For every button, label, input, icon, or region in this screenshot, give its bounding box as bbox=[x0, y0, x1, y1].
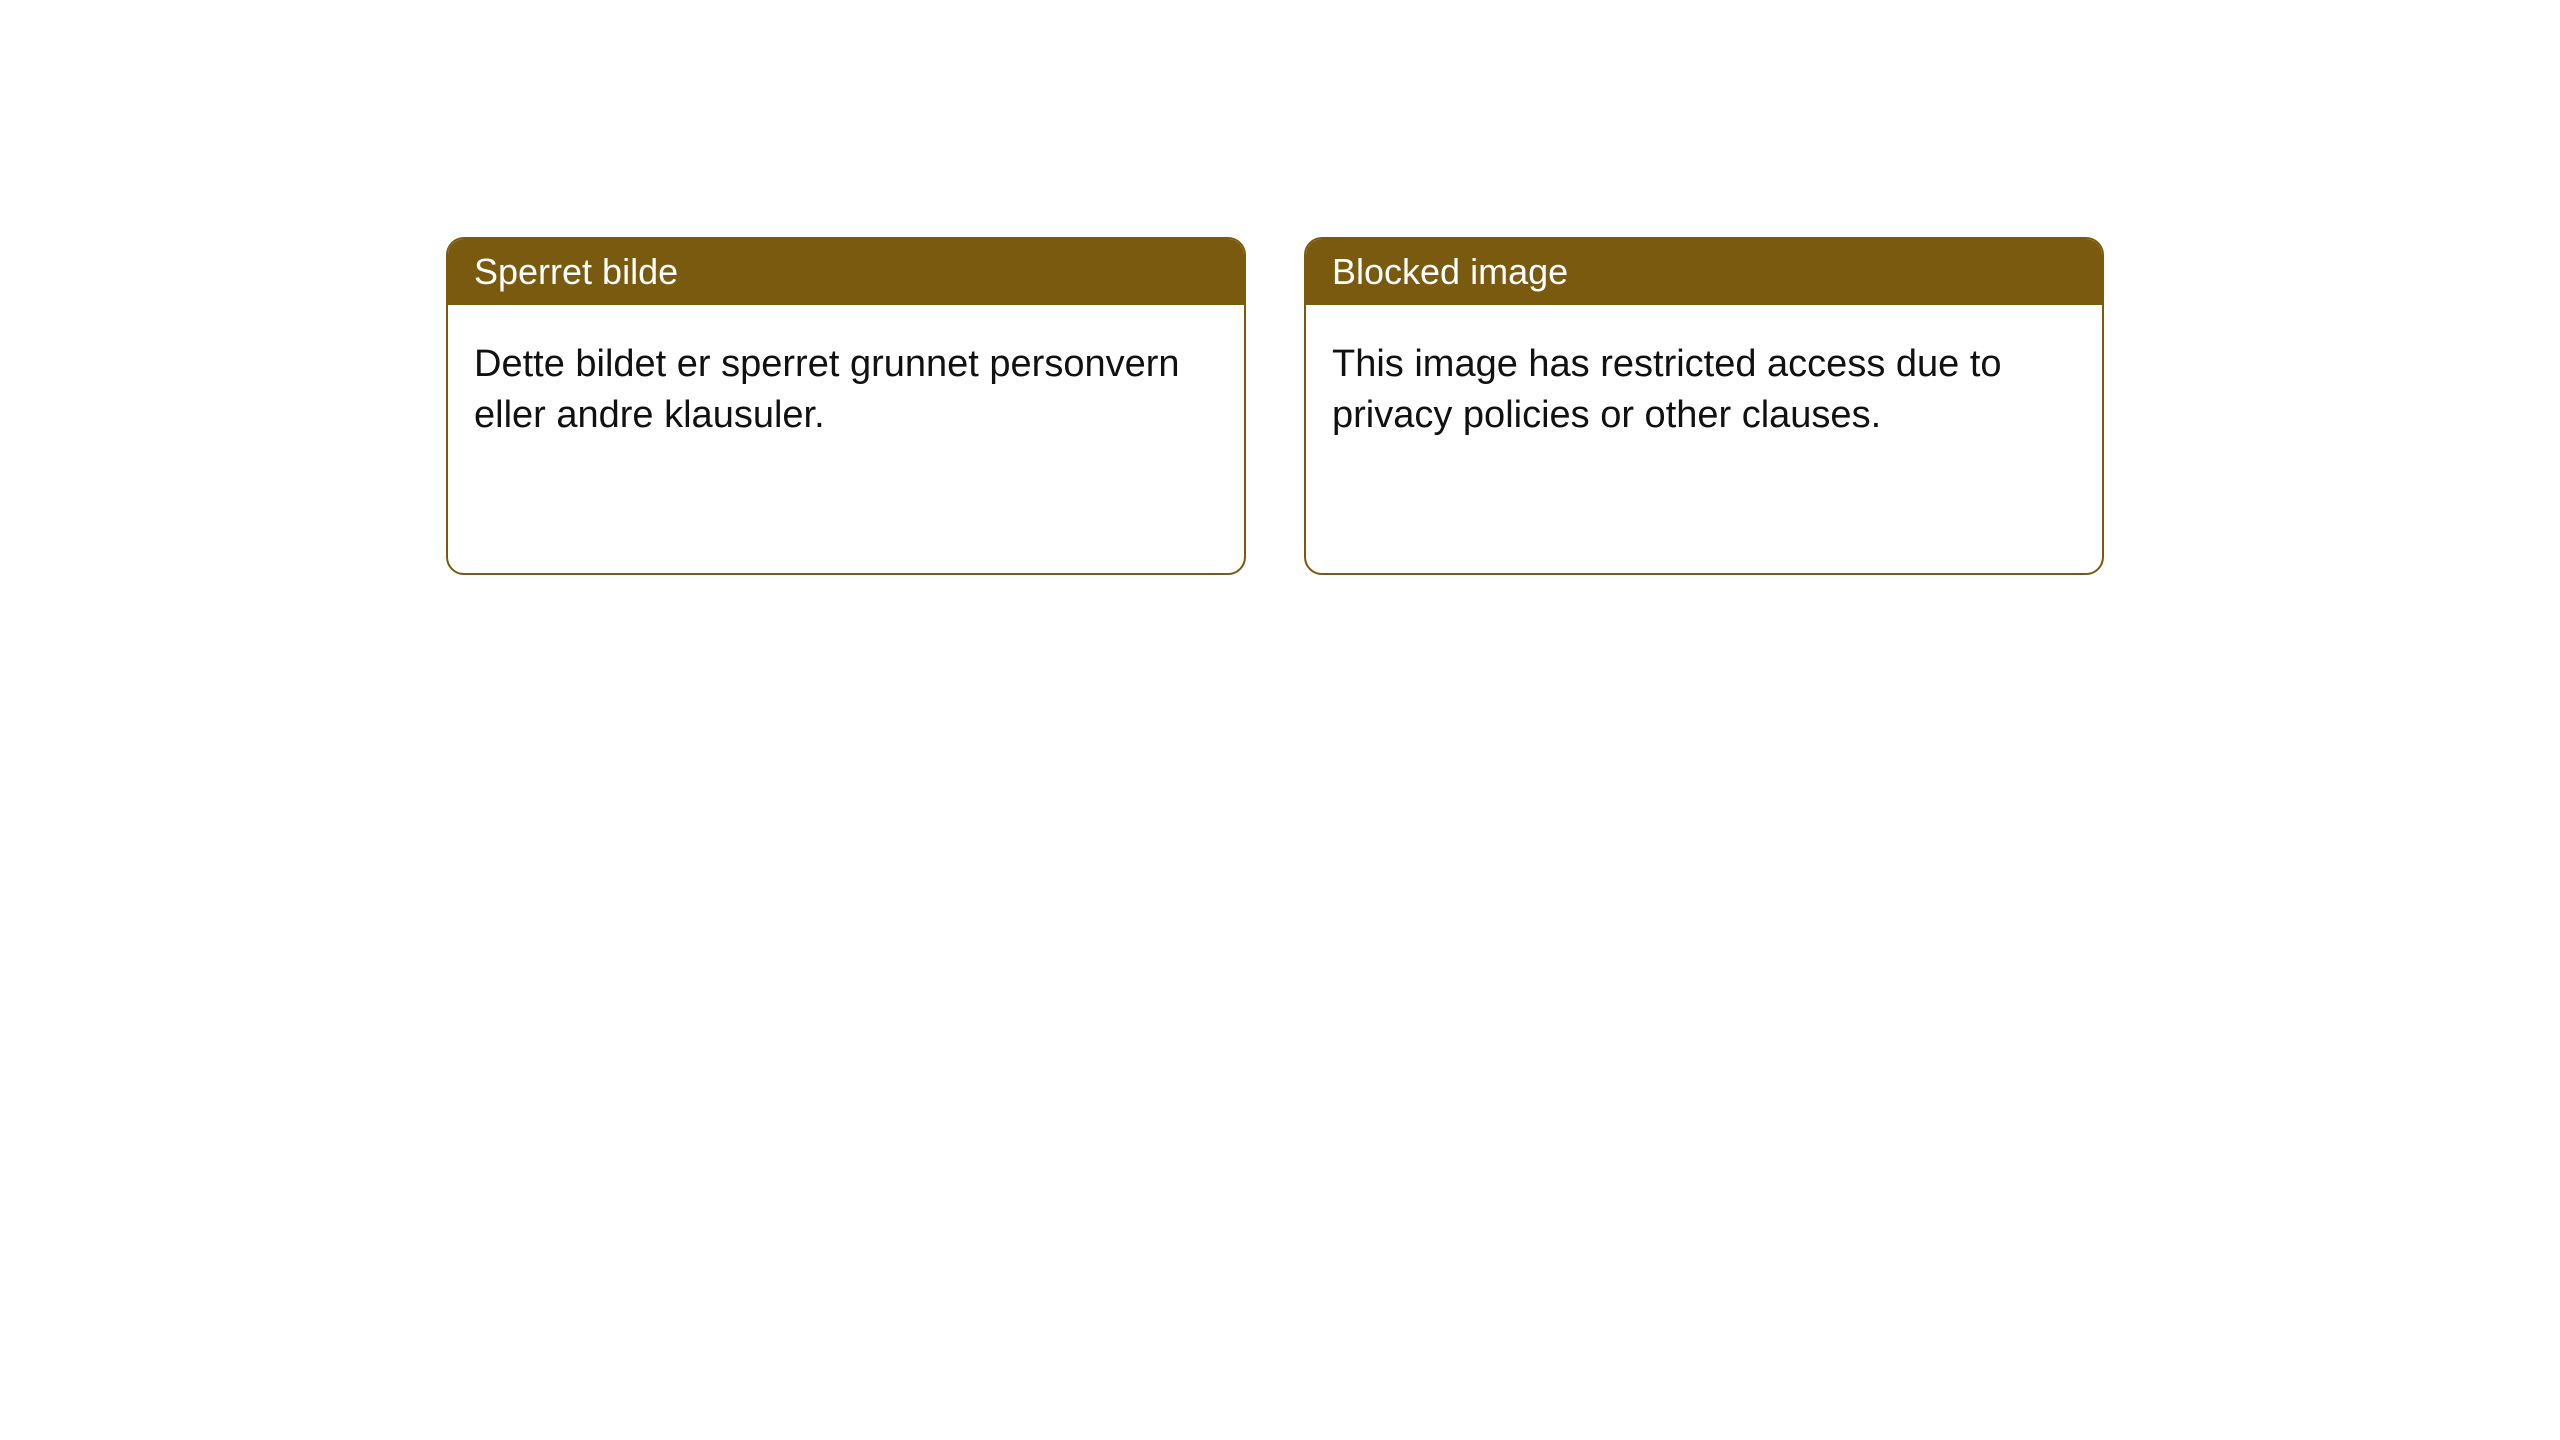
notice-card-header: Blocked image bbox=[1306, 239, 2102, 305]
notice-card-english: Blocked image This image has restricted … bbox=[1304, 237, 2104, 575]
notice-body-text: Dette bildet er sperret grunnet personve… bbox=[474, 343, 1180, 436]
notice-title: Sperret bilde bbox=[474, 251, 678, 292]
notice-cards-container: Sperret bilde Dette bildet er sperret gr… bbox=[446, 237, 2104, 575]
notice-title: Blocked image bbox=[1332, 251, 1568, 292]
notice-card-norwegian: Sperret bilde Dette bildet er sperret gr… bbox=[446, 237, 1246, 575]
notice-card-body: This image has restricted access due to … bbox=[1306, 305, 2102, 573]
notice-body-text: This image has restricted access due to … bbox=[1332, 343, 2002, 436]
notice-card-body: Dette bildet er sperret grunnet personve… bbox=[448, 305, 1244, 573]
notice-card-header: Sperret bilde bbox=[448, 239, 1244, 305]
